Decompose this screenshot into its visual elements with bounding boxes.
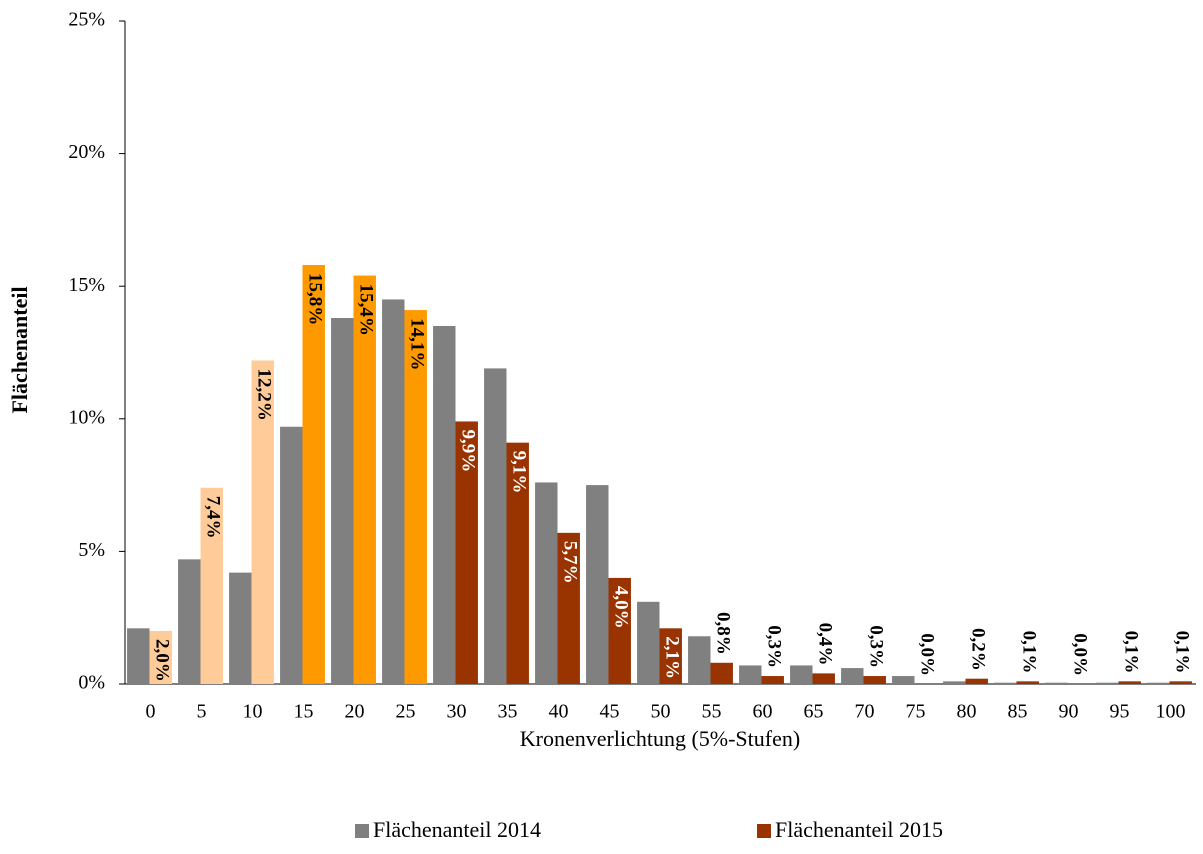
data-label: 0,0% [1069, 633, 1090, 676]
y-tick-label: 10% [68, 406, 105, 428]
bar [710, 662, 733, 684]
data-label: 15,4% [355, 284, 376, 336]
data-label: 9,9% [457, 429, 478, 472]
bar [353, 275, 376, 684]
bar [1096, 682, 1119, 684]
data-label: 7,4% [202, 496, 223, 539]
data-label: 14,1% [406, 318, 427, 370]
bar [965, 678, 988, 684]
bar [739, 665, 762, 684]
x-tick-label: 40 [549, 701, 569, 723]
bar [943, 681, 966, 684]
bar [863, 676, 886, 684]
bar [790, 665, 813, 684]
data-label: 5,7% [559, 541, 580, 584]
bar [1169, 681, 1192, 684]
bar [659, 628, 682, 684]
bar [506, 442, 529, 684]
bar [841, 668, 864, 684]
x-tick-label: 80 [957, 701, 977, 723]
bar [382, 299, 405, 684]
x-tick-label: 85 [1008, 701, 1028, 723]
bar [229, 572, 252, 684]
y-tick-label: 5% [78, 539, 105, 561]
bar [688, 636, 711, 684]
bar [637, 601, 660, 684]
bar [149, 630, 172, 684]
x-tick-label: 45 [600, 701, 620, 723]
bar [200, 487, 223, 684]
legend-swatch [355, 824, 369, 838]
x-tick-label: 30 [447, 701, 467, 723]
x-tick-label: 50 [651, 701, 671, 723]
data-label: 0,1% [1120, 631, 1141, 674]
y-axis-label: Flächenanteil [7, 286, 32, 413]
bar [302, 264, 325, 684]
data-label: 0,3% [763, 625, 784, 668]
y-tick-label: 0% [78, 672, 105, 694]
x-tick-label: 5 [197, 701, 207, 723]
bar [404, 310, 427, 684]
bar [331, 318, 354, 684]
bar [535, 482, 558, 684]
x-tick-label: 60 [753, 701, 773, 723]
x-axis-label: Kronenverlichtung (5%-Stufen) [520, 726, 800, 751]
data-label: 0,3% [865, 625, 886, 668]
bar [280, 426, 303, 684]
bar [1045, 682, 1068, 684]
y-tick-label: 20% [68, 141, 105, 163]
bar [557, 532, 580, 684]
bar [1147, 682, 1170, 684]
x-tick-label: 70 [855, 701, 875, 723]
bar [608, 577, 631, 684]
x-tick-label: 55 [702, 701, 722, 723]
data-label: 15,8% [304, 273, 325, 325]
bar [761, 676, 784, 684]
x-tick-label: 75 [906, 701, 926, 723]
data-label: 0,1% [1171, 631, 1192, 674]
data-label: 2,0% [151, 639, 172, 682]
bar [178, 559, 201, 684]
data-label: 12,2% [253, 368, 274, 420]
x-tick-label: 35 [498, 701, 518, 723]
bar [455, 421, 478, 684]
x-tick-label: 10 [243, 701, 263, 723]
x-tick-label: 0 [146, 701, 156, 723]
x-tick-label: 90 [1059, 701, 1079, 723]
legend-swatch [757, 824, 771, 838]
data-label: 0,8% [712, 612, 733, 655]
legend-label: Flächenanteil 2015 [775, 817, 943, 842]
data-label: 0,2% [967, 628, 988, 671]
x-tick-label: 95 [1110, 701, 1130, 723]
x-tick-label: 100 [1156, 701, 1186, 723]
data-label: 9,1% [508, 451, 529, 494]
data-label: 0,1% [1018, 631, 1039, 674]
data-label: 0,4% [814, 623, 835, 666]
legend-label: Flächenanteil 2014 [373, 817, 541, 842]
bar [1118, 681, 1141, 684]
bar [892, 676, 915, 684]
x-tick-label: 25 [396, 701, 416, 723]
bar [586, 485, 609, 684]
data-label: 0,0% [916, 633, 937, 676]
bar [433, 325, 456, 684]
data-label: 4,0% [610, 586, 631, 629]
bar [251, 360, 274, 684]
bar [994, 682, 1017, 684]
x-tick-label: 15 [294, 701, 314, 723]
y-tick-label: 25% [68, 9, 105, 31]
bar [812, 673, 835, 684]
y-tick-label: 15% [68, 274, 105, 296]
bar [484, 368, 507, 684]
x-tick-label: 20 [345, 701, 365, 723]
bar [127, 628, 150, 684]
bar [1016, 681, 1039, 684]
x-tick-label: 65 [804, 701, 824, 723]
data-label: 2,1% [661, 636, 682, 679]
